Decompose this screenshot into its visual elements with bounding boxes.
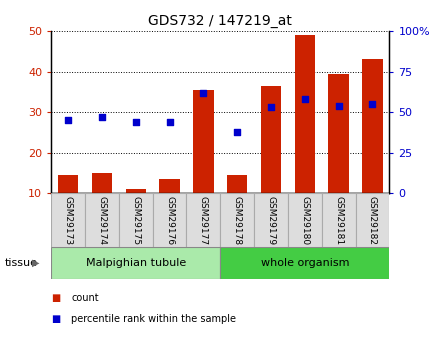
Bar xyxy=(92,173,112,193)
Bar xyxy=(119,193,153,247)
Bar xyxy=(125,189,146,193)
Bar xyxy=(288,193,322,247)
Bar xyxy=(58,175,78,193)
Bar xyxy=(186,193,220,247)
Point xyxy=(234,129,241,134)
Text: GSM29175: GSM29175 xyxy=(131,196,140,245)
Point xyxy=(267,105,275,110)
Text: GSM29181: GSM29181 xyxy=(334,196,343,245)
Text: GSM29178: GSM29178 xyxy=(233,196,242,245)
Text: GSM29182: GSM29182 xyxy=(368,196,377,245)
Bar xyxy=(328,73,349,193)
Bar xyxy=(51,247,220,279)
Bar xyxy=(220,193,254,247)
Text: ■: ■ xyxy=(51,294,61,303)
Text: GSM29174: GSM29174 xyxy=(97,196,106,245)
Text: ■: ■ xyxy=(51,314,61,324)
Point xyxy=(369,101,376,107)
Text: tissue: tissue xyxy=(4,258,37,268)
Text: GSM29177: GSM29177 xyxy=(199,196,208,245)
Bar xyxy=(159,179,180,193)
Bar xyxy=(356,193,389,247)
Bar xyxy=(362,59,383,193)
Point xyxy=(166,119,173,125)
Bar xyxy=(261,86,281,193)
Point xyxy=(200,90,207,96)
Bar xyxy=(227,175,247,193)
Point xyxy=(301,96,308,102)
Text: Malpighian tubule: Malpighian tubule xyxy=(85,258,186,268)
Bar xyxy=(295,35,315,193)
Point xyxy=(335,103,342,108)
Bar xyxy=(193,90,214,193)
Point xyxy=(132,119,139,125)
Point xyxy=(65,117,72,123)
Bar xyxy=(51,193,85,247)
Bar xyxy=(153,193,186,247)
Bar xyxy=(254,193,288,247)
Bar xyxy=(322,193,356,247)
Text: GSM29179: GSM29179 xyxy=(267,196,275,245)
Text: GSM29173: GSM29173 xyxy=(64,196,73,245)
Text: whole organism: whole organism xyxy=(261,258,349,268)
Text: count: count xyxy=(71,294,99,303)
Text: GSM29176: GSM29176 xyxy=(165,196,174,245)
Bar xyxy=(220,247,389,279)
Text: ▶: ▶ xyxy=(32,258,40,268)
Point xyxy=(98,114,105,120)
Text: percentile rank within the sample: percentile rank within the sample xyxy=(71,314,236,324)
Bar xyxy=(85,193,119,247)
Text: GDS732 / 147219_at: GDS732 / 147219_at xyxy=(148,14,292,28)
Text: GSM29180: GSM29180 xyxy=(300,196,309,245)
